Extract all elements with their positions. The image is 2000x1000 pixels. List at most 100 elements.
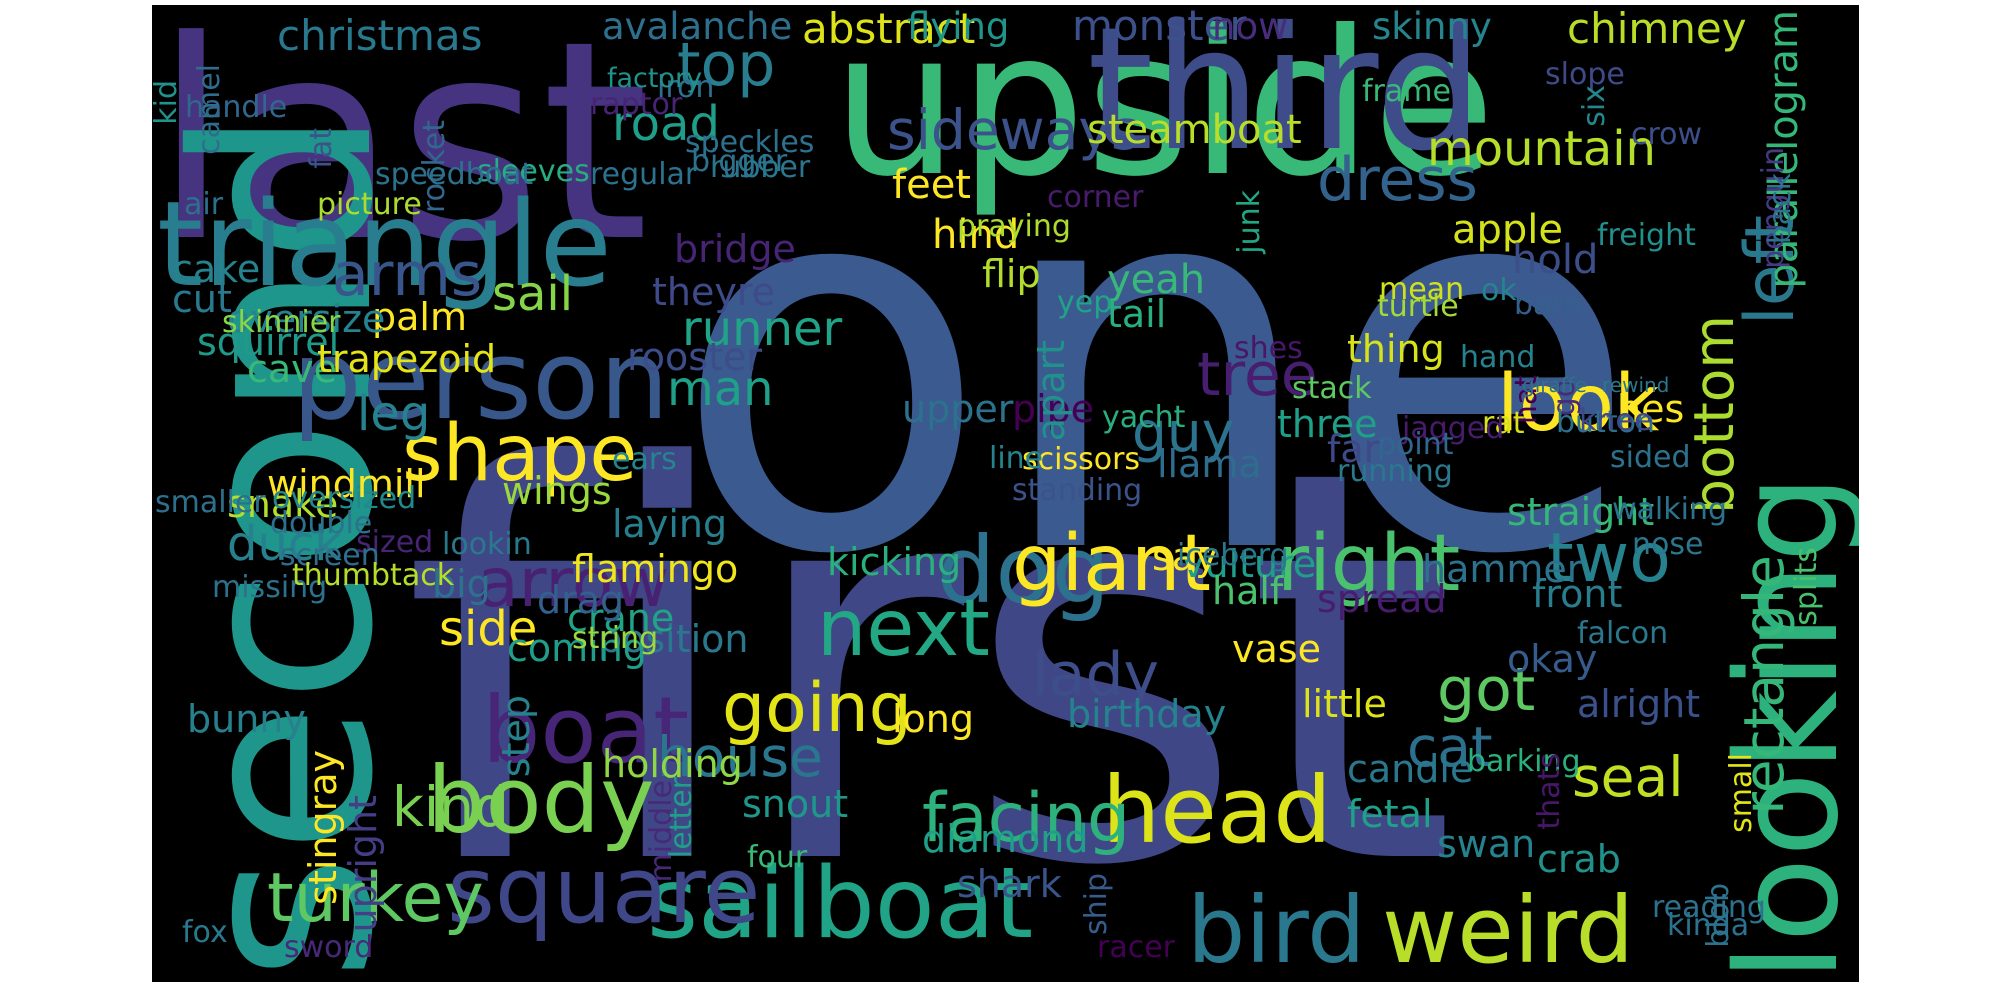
word-next: next [817,584,990,674]
word-road: road [612,96,720,152]
word-sail: sail [492,266,574,322]
word-string: string [572,621,659,656]
word-smaller: smaller [155,485,266,520]
word-racer: racer [1097,930,1176,965]
word-sword: sword [284,930,374,965]
word-walking: walking [1612,492,1728,527]
word-duck: duck [227,516,343,572]
word-man: man [667,361,774,417]
word-raptor: raptor [590,87,683,122]
word-two: two [1547,519,1671,598]
word-falcon: falcon [1577,616,1669,651]
word-head: head [1102,757,1332,864]
word-rat: rat [1482,406,1525,441]
word-drag: drag [537,578,625,622]
word-skinnier: skinnier [222,305,341,340]
word-handle: handle [185,90,288,125]
word-runner: runner [682,301,843,357]
word-bridge: bridge [674,227,796,271]
word-feet: feet [892,162,971,208]
word-mean: mean [1379,272,1465,307]
word-speedboat: speedboat [375,157,534,192]
word-corner: corner [1047,180,1144,215]
word-square: square [447,837,761,944]
word-squirrel: squirrel [197,320,340,364]
word-body: body [427,747,655,854]
word-spread: spread [1317,577,1447,621]
word-screen: screen [280,538,380,573]
word-fox: fox [182,915,228,950]
word-barking: barking [1467,744,1581,779]
word-picture: picture [317,187,422,222]
word-rooster: rooster [627,335,762,379]
word-got: got [1437,655,1536,725]
word-yep: yep [1057,285,1113,320]
word-trapezoid: trapezoid [317,337,497,381]
word-ship: ship [1079,873,1114,936]
word-hand: hand [1460,340,1536,375]
word-apart: apart [1029,340,1073,442]
word-hes: hes [1617,387,1685,431]
word-sleeves: sleeves [477,154,590,189]
word-knee: knee [1579,403,1653,438]
word-crow: crow [1631,117,1703,152]
word-apple: apple [1452,207,1564,253]
word-alright: alright [1577,682,1701,726]
word-crab: crab [1537,837,1621,881]
word-guy: guy [1132,400,1235,464]
word-turkey: turkey [267,859,484,938]
word-holding: holding [602,742,743,786]
word-factory: factory [607,63,703,94]
word-flip: flip [982,252,1041,296]
word-bigger: bigger [691,144,788,179]
word-palm: palm [372,295,467,339]
word-snout: snout [742,782,849,826]
word-crane: crane [567,596,675,640]
word-thumbtack: thumbtack [292,558,455,593]
word-bunny: bunny [187,697,306,741]
word-yacht: yacht [1102,400,1186,435]
word-weird: weird [1382,877,1635,982]
word-coming: coming [507,626,647,670]
word-ok: ok [1481,273,1517,308]
word-thing: thing [1347,327,1445,371]
word-stingray: stingray [301,750,345,905]
word-avalanche: avalanche [602,5,793,48]
word-shes: shes [1234,331,1303,366]
word-barn: barn [1514,287,1583,322]
word-flamingo: flamingo [572,547,739,591]
word-theyre: theyre [652,270,776,314]
word-shark: shark [957,862,1062,906]
word-freight: freight [1597,218,1696,253]
word-birthday: birthday [1067,692,1227,736]
word-arms: arms [332,240,483,310]
word-hammer: hammer [1422,547,1583,591]
word-going: going [722,669,912,748]
word-skinny: skinny [1372,5,1492,48]
word-fat: fat [304,128,339,169]
word-monster: monster [1072,5,1247,50]
word-lookin: lookin [442,527,532,562]
word-pipe: pipe [1012,387,1095,431]
word-boat: boat [482,677,690,784]
word-swan: swan [1437,822,1536,866]
word-big: big [432,562,491,606]
word-look: look [1497,359,1660,449]
word-line: line [989,441,1044,476]
word-far: far [1327,427,1380,471]
word-wings: wings [502,469,612,513]
word-chimney: chimney [1567,5,1747,53]
word-back: back [1763,173,1798,245]
word-sailboat: sailboat [647,847,1034,961]
word-snake: snake [227,482,339,526]
word-upside: upside [832,5,1496,221]
word-hold: hold [1512,237,1599,283]
word-side: side [439,601,538,657]
word-christmas: christmas [277,11,483,60]
word-flying: flying [907,5,1010,48]
word-praying: praying [957,209,1071,244]
word-house: house [657,725,823,789]
word-straight: straight [1507,490,1655,534]
word-person: person [292,316,670,444]
word-bottom: bottom [1682,315,1746,514]
